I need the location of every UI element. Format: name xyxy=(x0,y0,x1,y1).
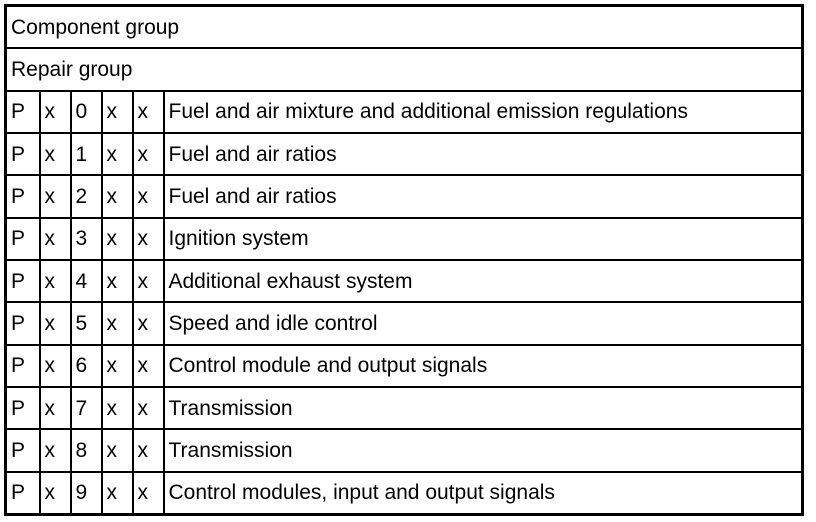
code-char-c1: P xyxy=(4,428,41,473)
code-char-c1: P xyxy=(4,89,41,134)
code-char-c3: 1 xyxy=(69,131,103,177)
repair-group-label: Repair group xyxy=(4,47,804,92)
code-char-c4: x xyxy=(100,258,134,304)
component-group-row: Component group xyxy=(4,4,804,50)
code-char-c3: 4 xyxy=(69,258,103,304)
group-description: Transmission xyxy=(162,385,804,431)
code-char-c4: x xyxy=(100,131,134,177)
code-char-c4: x xyxy=(100,343,134,388)
code-char-c3: 0 xyxy=(69,89,103,134)
code-char-c2: x xyxy=(38,470,72,516)
code-char-c3: 3 xyxy=(69,216,103,261)
code-char-c4: x xyxy=(100,89,134,134)
code-char-c5: x xyxy=(131,216,165,261)
code-char-c5: x xyxy=(131,131,165,177)
code-char-c3: 9 xyxy=(69,470,103,516)
code-char-c5: x xyxy=(131,470,165,516)
repair-group-row: Repair group xyxy=(4,47,804,92)
code-char-c5: x xyxy=(131,258,165,304)
group-description: Fuel and air ratios xyxy=(162,174,804,219)
code-char-c1: P xyxy=(4,174,41,219)
code-char-c1: P xyxy=(4,343,41,388)
group-description: Control modules, input and output signal… xyxy=(162,470,804,516)
code-char-c5: x xyxy=(131,428,165,473)
code-char-c4: x xyxy=(100,301,134,346)
code-char-c4: x xyxy=(100,174,134,219)
code-char-c2: x xyxy=(38,385,72,431)
code-char-c2: x xyxy=(38,89,72,134)
code-char-c1: P xyxy=(4,470,41,516)
code-char-c5: x xyxy=(131,301,165,346)
code-char-c2: x xyxy=(38,216,72,261)
code-char-c3: 5 xyxy=(69,301,103,346)
group-description: Speed and idle control xyxy=(162,301,804,346)
code-char-c4: x xyxy=(100,385,134,431)
code-char-c3: 7 xyxy=(69,385,103,431)
code-char-c1: P xyxy=(4,131,41,177)
group-description: Fuel and air ratios xyxy=(162,131,804,177)
group-description: Additional exhaust system xyxy=(162,258,804,304)
group-description: Fuel and air mixture and additional emis… xyxy=(162,89,804,134)
code-char-c5: x xyxy=(131,89,165,134)
code-char-c5: x xyxy=(131,385,165,431)
code-char-c2: x xyxy=(38,131,72,177)
component-group-label: Component group xyxy=(4,4,804,50)
code-char-c2: x xyxy=(38,428,72,473)
code-char-c5: x xyxy=(131,343,165,388)
code-char-c1: P xyxy=(4,258,41,304)
group-description: Control module and output signals xyxy=(162,343,804,388)
code-char-c5: x xyxy=(131,174,165,219)
code-char-c2: x xyxy=(38,343,72,388)
code-char-c3: 2 xyxy=(69,174,103,219)
code-char-c3: 6 xyxy=(69,343,103,388)
code-char-c2: x xyxy=(38,174,72,219)
code-char-c4: x xyxy=(100,428,134,473)
code-char-c1: P xyxy=(4,385,41,431)
code-char-c4: x xyxy=(100,470,134,516)
code-char-c1: P xyxy=(4,216,41,261)
code-char-c2: x xyxy=(38,301,72,346)
code-char-c3: 8 xyxy=(69,428,103,473)
code-char-c4: x xyxy=(100,216,134,261)
code-char-c1: P xyxy=(4,301,41,346)
group-description: Ignition system xyxy=(162,216,804,261)
code-char-c2: x xyxy=(38,258,72,304)
group-description: Transmission xyxy=(162,428,804,473)
